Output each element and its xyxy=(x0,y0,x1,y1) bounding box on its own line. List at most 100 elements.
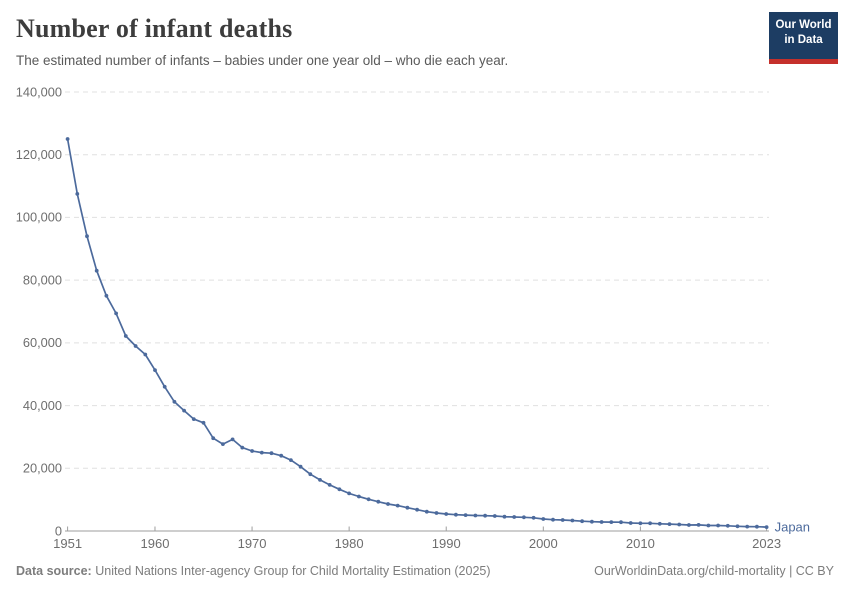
series-point[interactable] xyxy=(725,523,730,528)
series-point[interactable] xyxy=(560,518,565,522)
y-tick-label: 20,000 xyxy=(23,461,62,476)
series-point[interactable] xyxy=(687,523,691,527)
series-point[interactable] xyxy=(366,497,371,502)
series-point[interactable] xyxy=(162,384,167,389)
series-point[interactable] xyxy=(706,523,711,528)
series-point[interactable] xyxy=(65,137,70,141)
series-point[interactable] xyxy=(502,514,507,519)
owid-logo-line2: in Data xyxy=(784,33,823,46)
series-point[interactable] xyxy=(318,478,322,482)
series-label-japan[interactable]: Japan xyxy=(775,520,810,535)
series-point[interactable] xyxy=(250,449,255,453)
x-tick-label: 1970 xyxy=(238,536,267,551)
series-point[interactable] xyxy=(619,520,623,525)
series-point[interactable] xyxy=(434,511,439,515)
series-point[interactable] xyxy=(463,513,468,517)
series-point[interactable] xyxy=(512,515,517,519)
x-tick-label: 2023 xyxy=(752,536,781,551)
series-point[interactable] xyxy=(657,521,662,526)
series-point[interactable] xyxy=(308,472,313,477)
page-subtitle: The estimated number of infants – babies… xyxy=(16,53,509,68)
series-point[interactable] xyxy=(298,464,303,469)
series-point[interactable] xyxy=(405,505,410,510)
series-point[interactable] xyxy=(395,503,400,508)
y-tick-label: 120,000 xyxy=(16,147,62,162)
y-tick-label: 100,000 xyxy=(16,210,62,225)
series-point[interactable] xyxy=(541,517,546,521)
series-point[interactable] xyxy=(133,344,138,348)
series-point[interactable] xyxy=(240,445,245,450)
series-point[interactable] xyxy=(153,368,157,372)
series-point[interactable] xyxy=(114,311,118,316)
series-point[interactable] xyxy=(745,524,750,529)
series-point[interactable] xyxy=(628,521,633,525)
x-tick-label: 1960 xyxy=(141,536,170,551)
x-tick-label: 2000 xyxy=(529,536,558,551)
series-point[interactable] xyxy=(716,523,720,528)
series-point[interactable] xyxy=(415,507,419,512)
series-point[interactable] xyxy=(638,521,643,526)
series-point[interactable] xyxy=(182,408,187,413)
series-point[interactable] xyxy=(211,436,216,441)
y-tick-label: 80,000 xyxy=(23,272,62,287)
x-tick-label: 1990 xyxy=(432,536,461,551)
series-point[interactable] xyxy=(755,524,759,529)
series-point[interactable] xyxy=(609,520,614,524)
series-point[interactable] xyxy=(347,491,351,496)
series-point[interactable] xyxy=(444,512,449,516)
series-point[interactable] xyxy=(531,515,536,520)
footer-source-text: United Nations Inter-agency Group for Ch… xyxy=(95,564,491,578)
footer-source-label: Data source: xyxy=(16,564,92,578)
series-point[interactable] xyxy=(551,517,555,522)
series-point[interactable] xyxy=(104,293,109,298)
series-point[interactable] xyxy=(201,420,206,425)
series-point[interactable] xyxy=(764,525,769,529)
series-point[interactable] xyxy=(386,502,390,506)
series-point[interactable] xyxy=(143,352,148,357)
series-point[interactable] xyxy=(696,523,701,527)
series-point[interactable] xyxy=(648,521,652,526)
series-point[interactable] xyxy=(191,417,196,421)
x-tick-label: 1980 xyxy=(335,536,364,551)
series-point[interactable] xyxy=(580,519,584,524)
series-point[interactable] xyxy=(424,509,429,514)
series-point[interactable] xyxy=(221,442,225,446)
series-point[interactable] xyxy=(735,524,740,529)
series-point[interactable] xyxy=(327,483,332,487)
series-point[interactable] xyxy=(279,453,284,458)
series-point[interactable] xyxy=(522,515,526,520)
footer-license-link[interactable]: OurWorldinData.org/child-mortality | CC … xyxy=(594,564,834,578)
series-point[interactable] xyxy=(123,334,128,338)
y-tick-label: 140,000 xyxy=(16,84,62,99)
series-point[interactable] xyxy=(492,514,497,518)
series-point[interactable] xyxy=(473,513,478,518)
chart-footer: Data source: United Nations Inter-agency… xyxy=(16,564,834,578)
owid-logo[interactable]: Our World in Data xyxy=(769,12,838,64)
series-point[interactable] xyxy=(269,451,274,456)
series-point[interactable] xyxy=(75,192,80,196)
footer-source: Data source: United Nations Inter-agency… xyxy=(16,564,491,578)
series-point[interactable] xyxy=(590,519,594,524)
y-tick-label: 40,000 xyxy=(23,398,62,413)
series-point[interactable] xyxy=(667,522,672,526)
series-point[interactable] xyxy=(357,494,361,499)
series-point[interactable] xyxy=(259,450,264,455)
series-point[interactable] xyxy=(570,518,575,523)
series-point[interactable] xyxy=(230,437,235,442)
x-tick-label: 2010 xyxy=(626,536,655,551)
y-tick-label: 0 xyxy=(55,523,62,538)
series-point[interactable] xyxy=(483,513,487,518)
series-point[interactable] xyxy=(337,487,342,492)
series-line-japan[interactable] xyxy=(66,138,768,528)
series-point[interactable] xyxy=(454,512,458,517)
owid-logo-line1: Our World xyxy=(775,19,832,31)
series-point[interactable] xyxy=(677,522,682,527)
series-point[interactable] xyxy=(94,268,99,273)
series-point[interactable] xyxy=(85,234,89,239)
series-point[interactable] xyxy=(172,399,177,404)
series-point[interactable] xyxy=(376,499,381,504)
series-point[interactable] xyxy=(289,458,293,462)
series-point[interactable] xyxy=(599,520,604,524)
